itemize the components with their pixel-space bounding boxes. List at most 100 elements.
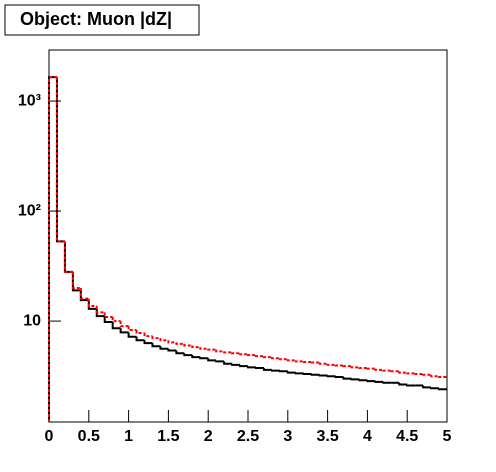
histogram-bin bbox=[111, 322, 121, 330]
histogram-bin bbox=[406, 372, 416, 375]
histogram-bin bbox=[326, 363, 336, 366]
histogram-bin bbox=[127, 326, 137, 331]
histogram-bin bbox=[350, 378, 360, 381]
title-box bbox=[4, 4, 200, 36]
histogram-bin bbox=[143, 332, 153, 338]
x-tick-label: 4.5 bbox=[396, 428, 418, 445]
histogram-bin bbox=[71, 271, 81, 289]
histogram-bin bbox=[294, 372, 304, 375]
histogram-bin bbox=[231, 363, 241, 366]
histogram-bin bbox=[95, 306, 105, 314]
histogram-bin bbox=[111, 316, 121, 323]
histogram-bin bbox=[239, 364, 248, 368]
histogram-bin bbox=[191, 355, 201, 359]
histogram-bin bbox=[48, 76, 57, 422]
x-tick-label: 3.5 bbox=[316, 428, 338, 445]
histogram-bin bbox=[262, 367, 272, 371]
histogram-bin bbox=[167, 340, 177, 344]
histogram-bin bbox=[63, 241, 73, 273]
histogram-bin bbox=[207, 358, 217, 362]
x-tick-label: 4 bbox=[363, 428, 372, 445]
x-tick-label: 2.5 bbox=[237, 428, 259, 445]
histogram-bin bbox=[302, 360, 312, 363]
histogram-bin bbox=[199, 347, 209, 350]
y-tick-label: 10 bbox=[23, 312, 41, 329]
histogram-bin bbox=[191, 345, 201, 349]
histogram-bin bbox=[374, 380, 384, 383]
histogram-bin bbox=[143, 340, 153, 345]
histogram-bin bbox=[183, 343, 193, 347]
histogram-bin bbox=[262, 356, 272, 359]
histogram-bin bbox=[223, 361, 233, 365]
histogram-bin bbox=[286, 371, 296, 374]
y-tick-label: 10² bbox=[18, 202, 41, 219]
histogram-bin bbox=[159, 346, 169, 350]
histogram-bin bbox=[247, 354, 256, 357]
histogram-bin bbox=[326, 375, 336, 378]
histogram-bin bbox=[63, 241, 73, 273]
x-tick-label: 5 bbox=[443, 428, 452, 445]
histogram-bin bbox=[358, 379, 368, 382]
histogram-bin bbox=[286, 359, 296, 362]
histogram-bin bbox=[183, 353, 193, 357]
histogram-bin bbox=[422, 385, 432, 389]
x-tick-label: 0.5 bbox=[78, 428, 100, 445]
histogram-bin bbox=[87, 300, 97, 310]
histogram-bin bbox=[422, 373, 432, 376]
histogram-bin bbox=[278, 370, 288, 373]
histogram-bin bbox=[103, 316, 113, 324]
histogram-bin bbox=[342, 377, 352, 380]
histogram-bin bbox=[350, 366, 360, 369]
histogram-bin bbox=[48, 76, 57, 422]
histogram-bin bbox=[382, 369, 392, 372]
histogram-bin bbox=[334, 364, 344, 367]
histogram-bin bbox=[294, 360, 304, 363]
histogram-bin bbox=[310, 361, 320, 364]
histogram-bin bbox=[414, 373, 424, 376]
histogram-bin bbox=[398, 382, 408, 386]
chart-title: Object: Muon |dZ| bbox=[20, 9, 172, 29]
histogram-bin bbox=[254, 355, 264, 358]
histogram-bin bbox=[318, 362, 328, 365]
histogram-bin bbox=[382, 381, 392, 384]
x-tick-label: 0 bbox=[45, 428, 54, 445]
histogram-bin bbox=[366, 367, 376, 370]
histogram-bin bbox=[103, 312, 113, 318]
histogram-bin bbox=[239, 353, 248, 356]
histogram-bin bbox=[79, 287, 89, 300]
histogram-bin bbox=[231, 352, 241, 355]
histogram-bin bbox=[127, 332, 137, 338]
histogram-bin bbox=[342, 365, 352, 368]
histogram-bin bbox=[119, 328, 129, 334]
y-tick-label: 10³ bbox=[18, 92, 41, 109]
histogram-bin bbox=[270, 369, 280, 372]
histogram-bin bbox=[406, 384, 416, 387]
histogram-bin bbox=[215, 360, 225, 363]
histogram-bin bbox=[438, 376, 447, 379]
histogram-bin bbox=[175, 350, 185, 355]
histogram-bin bbox=[151, 336, 161, 340]
histogram-bin bbox=[135, 329, 145, 334]
histogram-bin bbox=[55, 77, 65, 243]
histogram-bin bbox=[119, 321, 129, 328]
histogram-bin bbox=[318, 374, 328, 377]
x-tick-label: 1.5 bbox=[157, 428, 179, 445]
x-tick-label: 3 bbox=[283, 428, 292, 445]
histogram-bin bbox=[390, 370, 400, 373]
histogram-bin bbox=[430, 387, 440, 390]
histogram-bin bbox=[247, 366, 256, 369]
histogram-bin bbox=[135, 336, 145, 342]
histogram-bin bbox=[310, 373, 320, 376]
histogram-bin bbox=[151, 343, 161, 348]
x-tick-label: 2 bbox=[204, 428, 213, 445]
histogram-bin bbox=[278, 358, 288, 361]
histogram-bin bbox=[438, 388, 447, 391]
histogram-bin bbox=[175, 342, 185, 345]
histogram-bin bbox=[55, 77, 65, 243]
histogram-bin bbox=[430, 374, 440, 378]
histogram-bin bbox=[366, 380, 376, 383]
histogram-bin bbox=[270, 357, 280, 360]
histogram-bin bbox=[254, 366, 264, 369]
x-tick-label: 1 bbox=[124, 428, 133, 445]
